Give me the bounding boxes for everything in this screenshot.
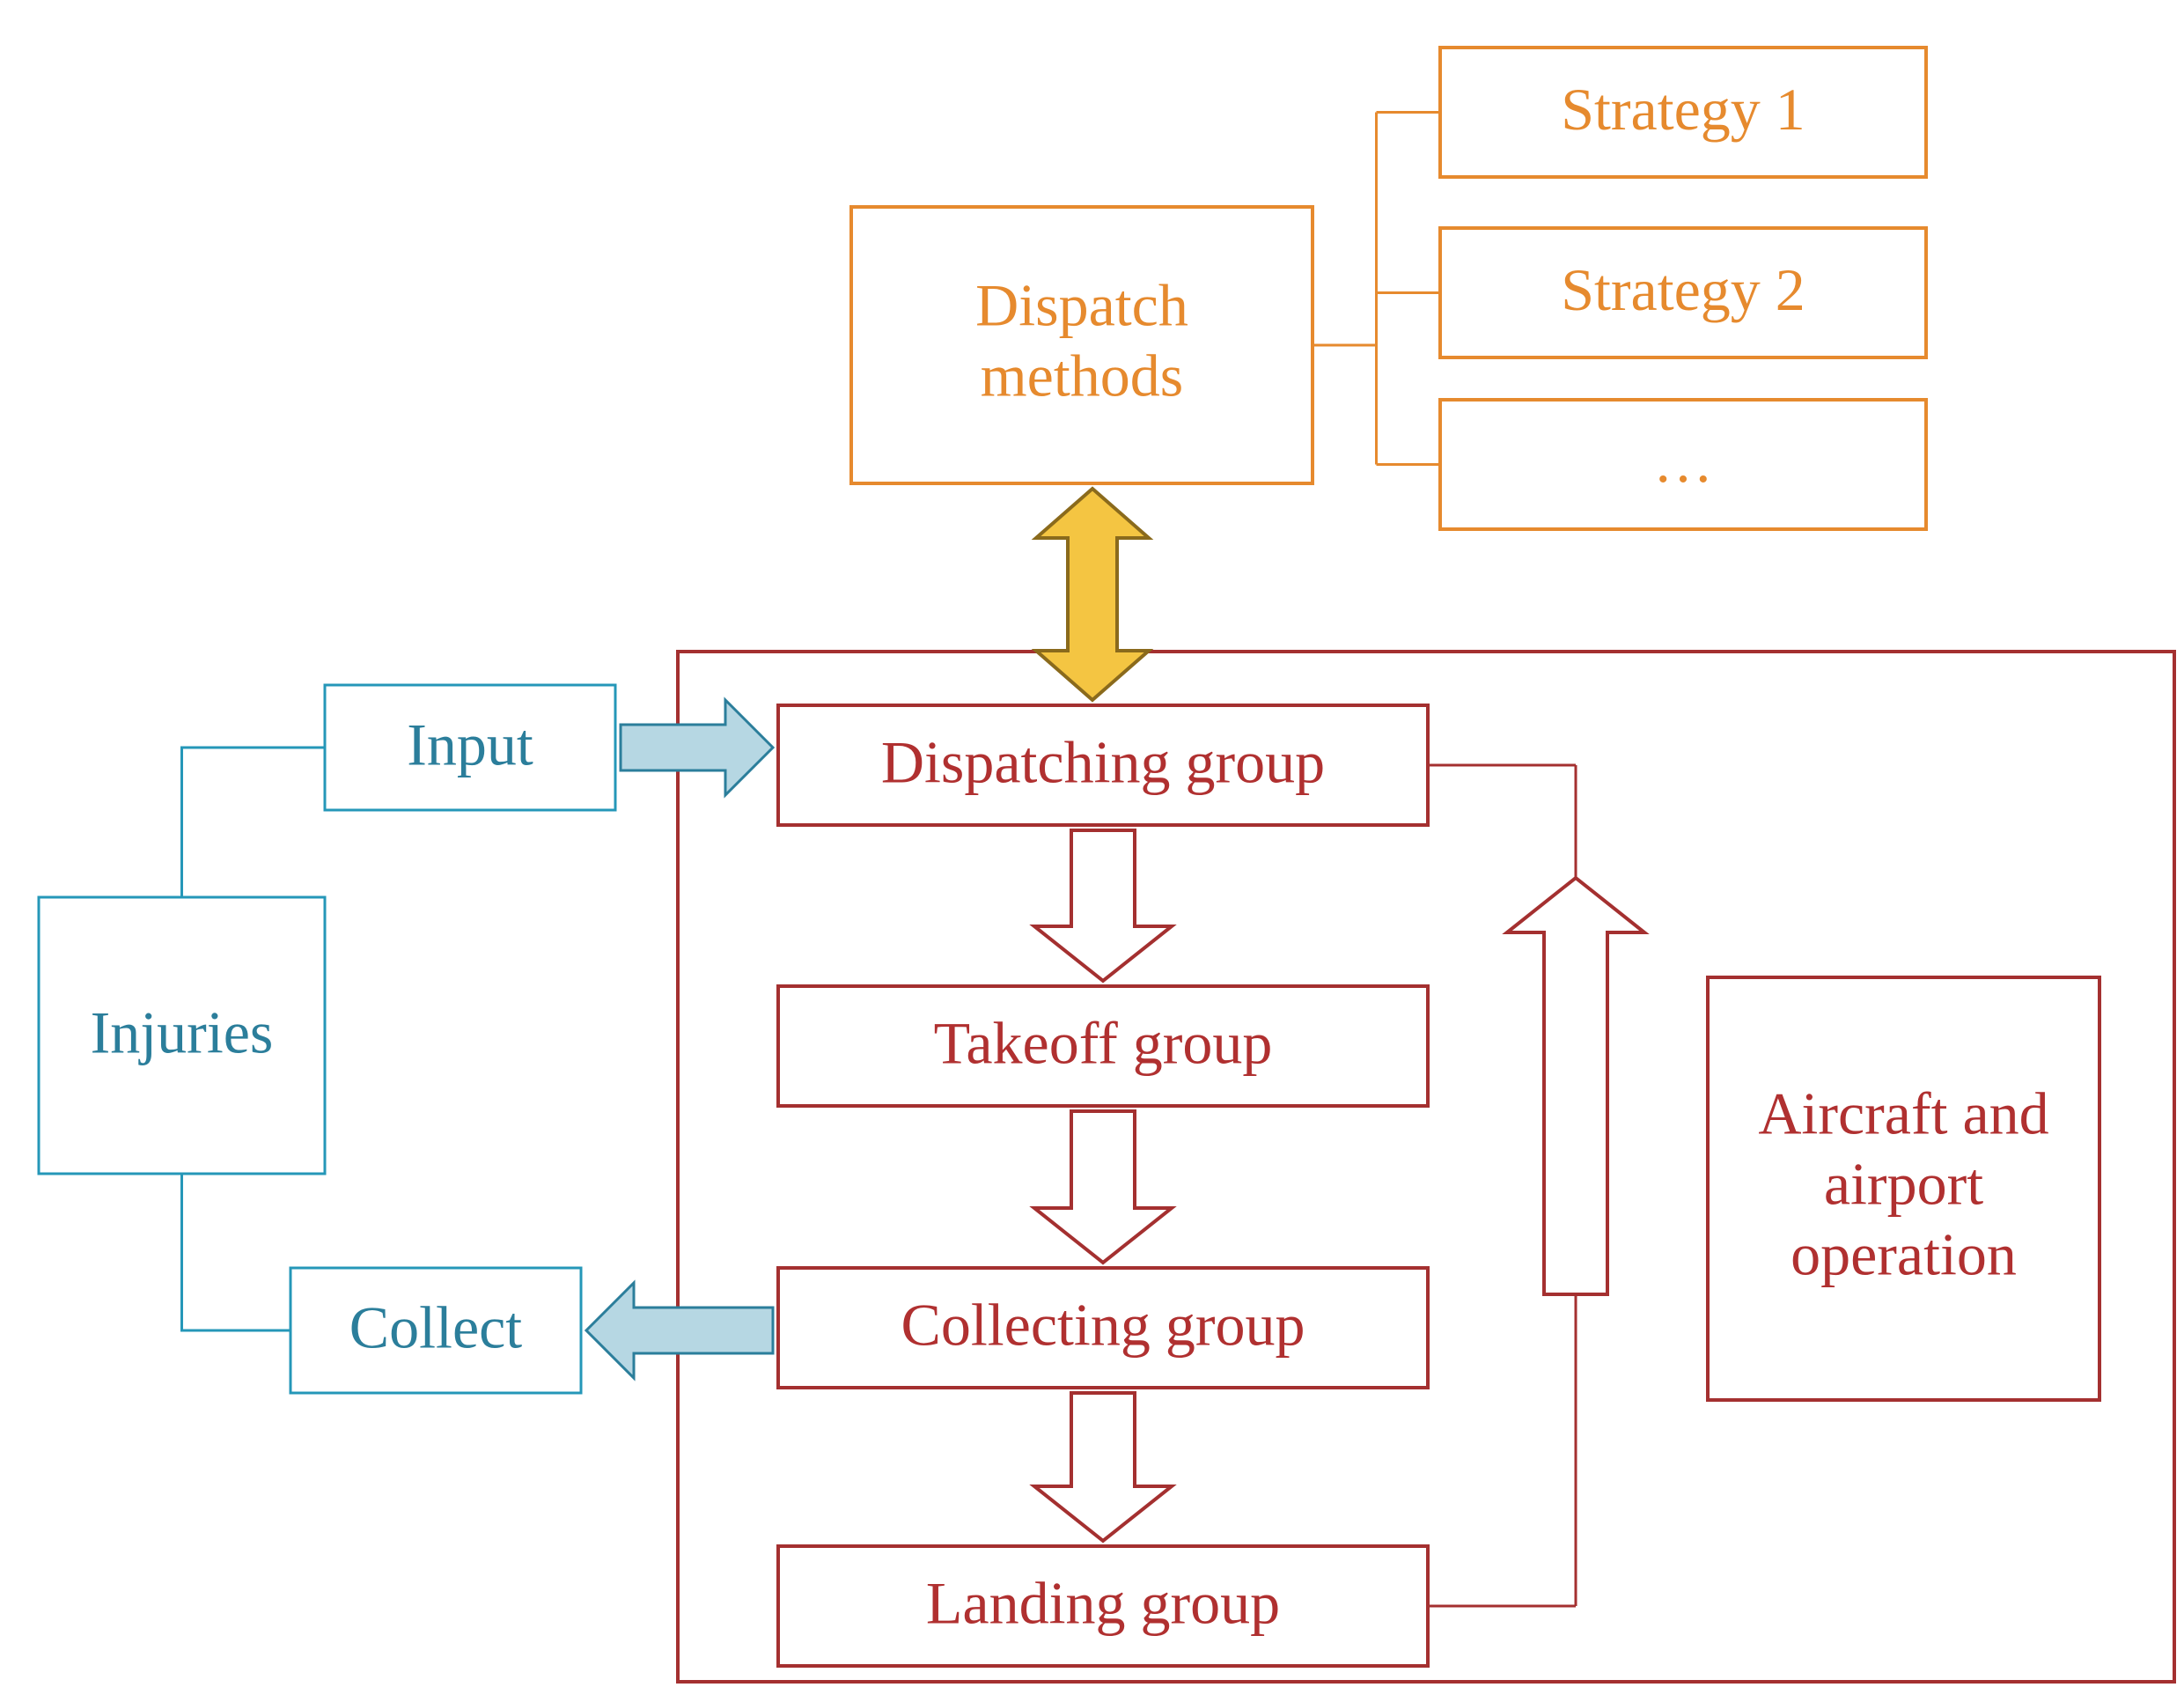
svg-text:operation: operation (1791, 1221, 2017, 1288)
svg-text:Strategy 1: Strategy 1 (1561, 76, 1805, 143)
svg-text:Aircraft and: Aircraft and (1758, 1080, 2048, 1147)
svg-text:Collecting group: Collecting group (901, 1292, 1305, 1359)
svg-text:Takeoff group: Takeoff group (934, 1010, 1273, 1077)
svg-text:Collect: Collect (349, 1294, 523, 1361)
svg-text:methods: methods (981, 343, 1183, 409)
svg-text:Input: Input (407, 711, 533, 778)
svg-text:airport: airport (1824, 1151, 1983, 1218)
svg-text:Landing group: Landing group (926, 1570, 1280, 1637)
svg-text:Strategy 2: Strategy 2 (1561, 256, 1805, 323)
svg-text:Dispatching group: Dispatching group (881, 729, 1325, 796)
svg-text:…: … (1653, 428, 1713, 495)
flow-diagram: Dispatchmethods Strategy 1 Strategy 2 … Inju… (0, 0, 2184, 1702)
svg-text:Injuries: Injuries (91, 999, 274, 1066)
svg-text:Dispatch: Dispatch (975, 272, 1188, 339)
